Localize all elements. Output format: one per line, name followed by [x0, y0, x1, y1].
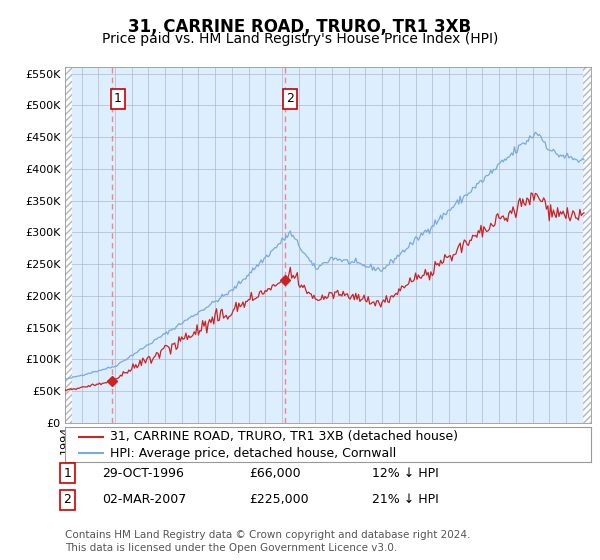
Text: 31, CARRINE ROAD, TRURO, TR1 3XB: 31, CARRINE ROAD, TRURO, TR1 3XB: [128, 18, 472, 36]
Text: £225,000: £225,000: [249, 493, 308, 506]
Text: 2: 2: [63, 493, 71, 506]
Text: Contains HM Land Registry data © Crown copyright and database right 2024.: Contains HM Land Registry data © Crown c…: [65, 530, 470, 540]
Bar: [583, 67, 593, 423]
Text: 29-OCT-1996: 29-OCT-1996: [102, 466, 184, 480]
Text: 02-MAR-2007: 02-MAR-2007: [102, 493, 186, 506]
Text: 1: 1: [63, 466, 71, 480]
Text: Price paid vs. HM Land Registry's House Price Index (HPI): Price paid vs. HM Land Registry's House …: [102, 32, 498, 46]
Text: 2: 2: [286, 92, 295, 105]
Text: 31, CARRINE ROAD, TRURO, TR1 3XB (detached house): 31, CARRINE ROAD, TRURO, TR1 3XB (detach…: [110, 430, 458, 443]
Text: 21% ↓ HPI: 21% ↓ HPI: [372, 493, 439, 506]
Bar: [65, 67, 73, 423]
Text: £66,000: £66,000: [249, 466, 301, 480]
Text: HPI: Average price, detached house, Cornwall: HPI: Average price, detached house, Corn…: [110, 447, 396, 460]
Text: This data is licensed under the Open Government Licence v3.0.: This data is licensed under the Open Gov…: [65, 543, 397, 553]
Text: 12% ↓ HPI: 12% ↓ HPI: [372, 466, 439, 480]
Text: 1: 1: [114, 92, 122, 105]
